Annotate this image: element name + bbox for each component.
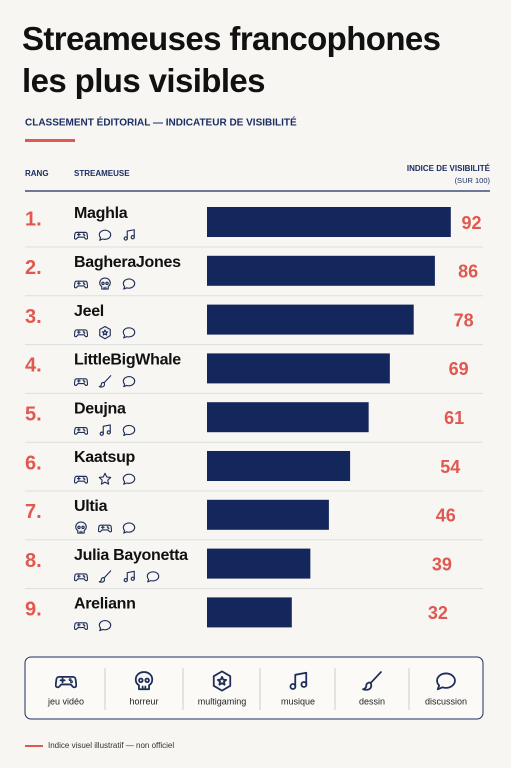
icon bbox=[123, 229, 135, 241]
legend-label: discussion bbox=[425, 696, 467, 706]
icon bbox=[122, 327, 136, 339]
streamer-name: Jeel bbox=[74, 303, 104, 320]
streamer-name: Deujna bbox=[74, 400, 126, 417]
value-label: 46 bbox=[436, 506, 456, 526]
value-subheader: (SUR 100) bbox=[455, 176, 491, 185]
value-label: 69 bbox=[449, 359, 469, 379]
bar bbox=[207, 548, 311, 579]
icon bbox=[99, 424, 111, 436]
bar bbox=[207, 402, 369, 433]
rank: 7. bbox=[25, 501, 42, 523]
rank: 8. bbox=[25, 550, 42, 572]
icon bbox=[122, 376, 136, 388]
icon bbox=[122, 424, 136, 437]
icon bbox=[74, 231, 88, 240]
icon bbox=[74, 573, 88, 582]
rank: 4. bbox=[25, 355, 42, 377]
accent-bar bbox=[25, 139, 75, 142]
value-header: INDICE DE VISIBILITÉ bbox=[407, 164, 491, 173]
icon bbox=[74, 378, 88, 386]
legend-label: jeu vidéo bbox=[47, 696, 84, 706]
streamer-name: LittleBigWhale bbox=[74, 352, 181, 369]
value-label: 86 bbox=[458, 262, 478, 282]
icon bbox=[75, 521, 87, 534]
rank: 2. bbox=[25, 257, 42, 279]
bar bbox=[207, 451, 351, 481]
footnote: Indice visuel illustratif — non officiel bbox=[48, 741, 174, 750]
icon bbox=[123, 570, 135, 583]
rank: 3. bbox=[25, 306, 42, 328]
legend-label: horreur bbox=[129, 696, 158, 706]
rank-header: RANG bbox=[25, 169, 49, 178]
icon bbox=[122, 473, 136, 485]
value-label: 78 bbox=[454, 310, 474, 330]
icon bbox=[99, 325, 111, 340]
chart-title: Streameuses francophones les plus visibl… bbox=[22, 20, 441, 99]
value-label: 32 bbox=[428, 603, 448, 623]
streamer-name: Maghla bbox=[74, 205, 128, 222]
subtitle: CLASSEMENT ÉDITORIAL — INDICATEUR DE VIS… bbox=[25, 116, 297, 129]
icon bbox=[74, 329, 88, 338]
icon bbox=[98, 620, 112, 632]
bar bbox=[207, 499, 329, 530]
legend-box bbox=[24, 656, 484, 720]
streamer-name: Kaatsup bbox=[74, 449, 136, 466]
icon bbox=[98, 570, 112, 583]
bar bbox=[207, 304, 414, 335]
icon bbox=[98, 472, 112, 485]
bar bbox=[207, 207, 451, 237]
value-label: 39 bbox=[432, 554, 452, 574]
icon bbox=[99, 277, 111, 290]
streamer-name: BagheraJones bbox=[74, 254, 181, 271]
rank: 9. bbox=[25, 599, 42, 621]
streamer-name: Areliann bbox=[74, 596, 136, 613]
streamer-name: Ultia bbox=[74, 498, 108, 515]
icon bbox=[98, 375, 112, 388]
icon bbox=[74, 622, 88, 630]
icon bbox=[98, 524, 112, 533]
icon bbox=[122, 522, 136, 534]
icon bbox=[122, 278, 136, 290]
rank: 6. bbox=[25, 452, 42, 474]
bar bbox=[207, 255, 435, 286]
name-header: STREAMEUSE bbox=[74, 169, 130, 178]
bar bbox=[207, 597, 292, 628]
value-label: 54 bbox=[440, 457, 460, 477]
icon bbox=[146, 571, 160, 583]
value-label: 92 bbox=[462, 213, 482, 233]
icon bbox=[74, 475, 88, 484]
legend-label: dessin bbox=[359, 696, 385, 706]
icon bbox=[98, 229, 112, 241]
value-label: 61 bbox=[444, 408, 464, 428]
rank: 1. bbox=[25, 208, 42, 230]
icon bbox=[74, 427, 88, 435]
rank: 5. bbox=[25, 403, 42, 425]
legend-label: multigaming bbox=[198, 696, 247, 706]
icon bbox=[74, 280, 88, 289]
bar bbox=[207, 353, 390, 384]
legend-label: musique bbox=[281, 696, 315, 706]
streamer-name: Julia Bayonetta bbox=[74, 547, 188, 564]
